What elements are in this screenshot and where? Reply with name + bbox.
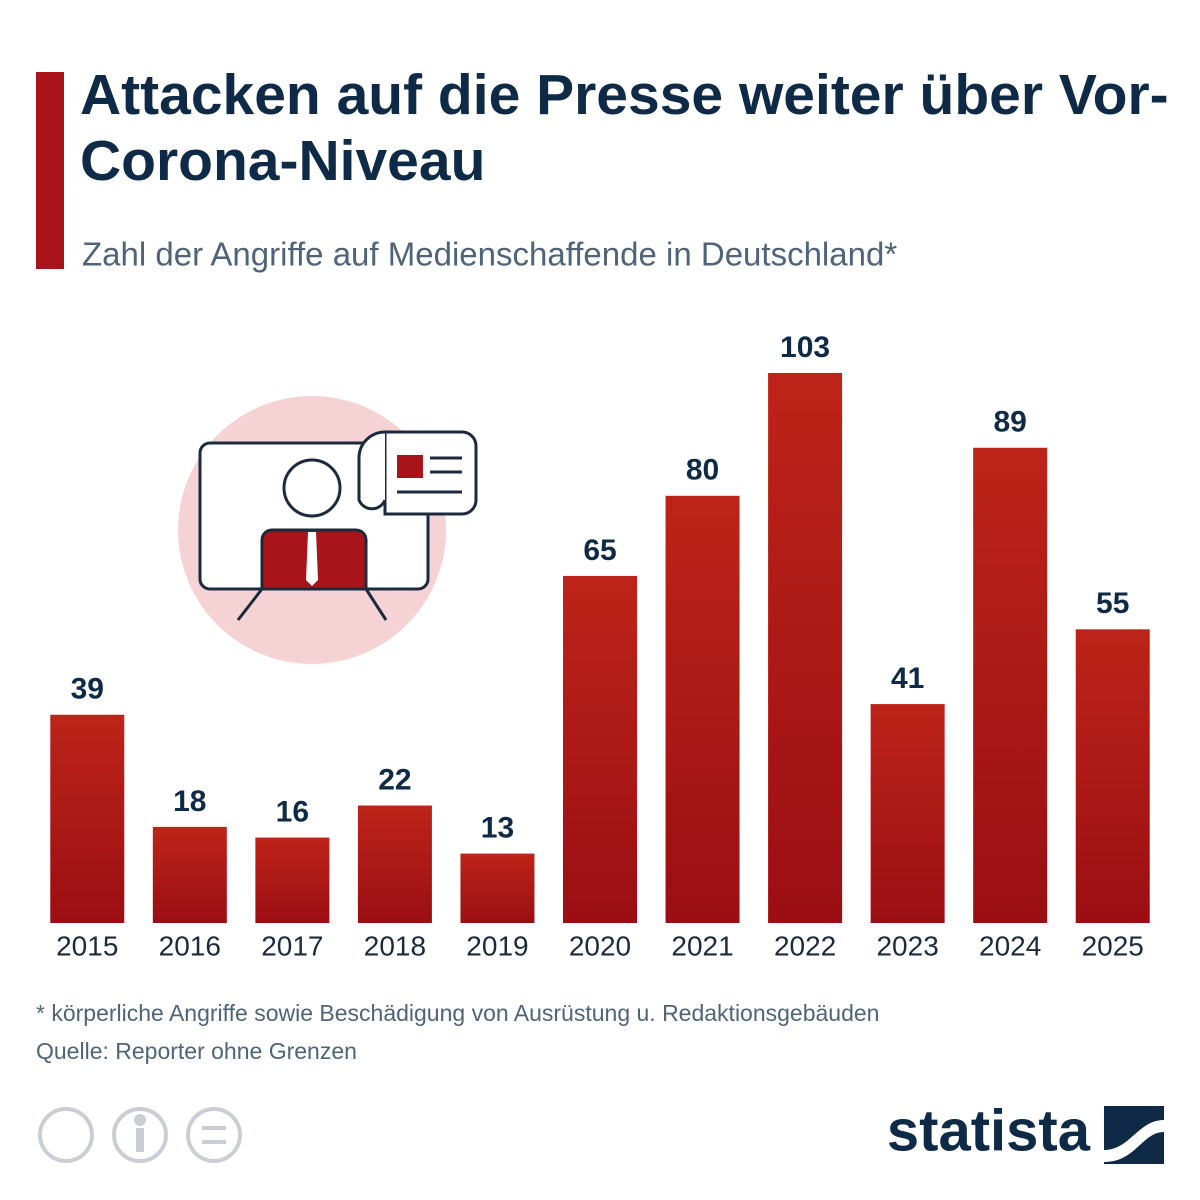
x-tick-label: 2025	[1082, 930, 1144, 961]
value-label: 39	[71, 673, 104, 706]
bar	[1075, 629, 1150, 923]
x-tick-label: 2021	[671, 930, 733, 961]
bar	[870, 704, 945, 923]
bar	[563, 575, 637, 923]
bar	[665, 495, 740, 923]
x-tick-label: 2019	[466, 930, 528, 961]
source: Quelle: Reporter ohne Grenzen	[36, 1038, 357, 1064]
value-label: 22	[378, 763, 411, 796]
value-label: 55	[1096, 587, 1129, 620]
value-label: 80	[686, 454, 719, 487]
value-label: 41	[891, 662, 924, 695]
x-tick-label: 2017	[261, 930, 323, 961]
illustration	[178, 396, 478, 664]
footnote: * körperliche Angriffe sowie Beschädigun…	[36, 1000, 879, 1026]
x-tick-label: 2022	[774, 930, 836, 961]
brand: statista	[887, 1098, 1091, 1163]
x-tick-label: 2020	[569, 930, 631, 961]
accent-bar	[36, 72, 64, 269]
bar	[768, 373, 843, 923]
bar	[357, 805, 432, 923]
bar	[255, 837, 330, 923]
title-box: Attacken auf die Presse weiter über Vor-…	[80, 63, 1169, 193]
x-tick-label: 2015	[56, 930, 118, 961]
bar	[460, 853, 535, 923]
bar	[152, 826, 227, 923]
x-tick-label: 2024	[979, 930, 1041, 961]
bar	[973, 447, 1048, 923]
chart-subtitle: Zahl der Angriffe auf Medienschaffende i…	[82, 236, 897, 273]
license-icons	[38, 1107, 242, 1163]
bar	[50, 714, 125, 923]
value-label: 13	[481, 812, 514, 845]
value-label: 18	[173, 785, 206, 818]
value-label: 65	[583, 534, 616, 567]
value-label: 103	[780, 331, 830, 364]
value-label: 89	[993, 406, 1026, 439]
x-tick-label: 2018	[364, 930, 426, 961]
x-tick-label: 2023	[876, 930, 938, 961]
x-tick-label: 2016	[159, 930, 221, 961]
value-label: 16	[276, 795, 309, 828]
brand-logo	[1104, 1106, 1164, 1164]
chart-title: Attacken auf die Presse weiter über Vor-…	[80, 63, 1169, 193]
